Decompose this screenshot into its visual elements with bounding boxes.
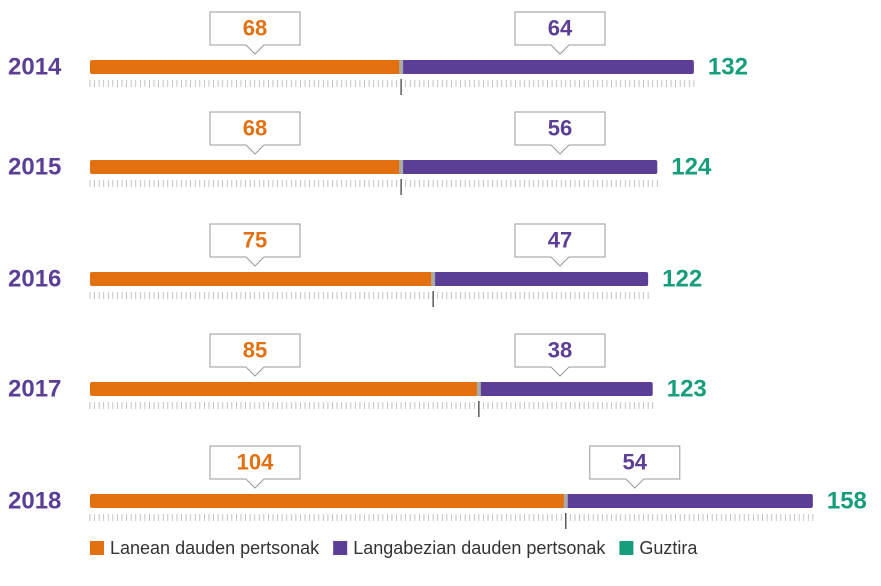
legend-label: Lanean dauden pertsonak <box>110 538 320 558</box>
data-label: 47 <box>548 227 572 252</box>
bar-separator <box>476 382 481 396</box>
bar <box>90 160 402 174</box>
legend-label: Langabezian dauden pertsonak <box>353 538 606 558</box>
bar-separator <box>399 60 404 74</box>
data-label: 56 <box>548 115 572 140</box>
ruler <box>89 180 658 187</box>
legend-swatch <box>90 541 104 555</box>
data-label: 75 <box>243 227 267 252</box>
callout-box <box>209 333 301 377</box>
data-label: 38 <box>548 337 572 362</box>
category-label: 2015 <box>8 153 61 180</box>
ruler <box>89 80 695 87</box>
bar <box>401 160 658 174</box>
callout-box <box>514 223 606 267</box>
callout-box <box>209 445 301 489</box>
bar <box>401 60 694 74</box>
callout-box <box>514 11 606 55</box>
total-label: 158 <box>827 487 867 514</box>
total-label: 123 <box>667 375 707 402</box>
callout-box <box>209 223 301 267</box>
legend-swatch <box>619 541 634 555</box>
data-label: 68 <box>243 115 267 140</box>
bar-separator <box>431 272 436 286</box>
callout-box <box>209 11 301 55</box>
bar-separator <box>399 160 404 174</box>
bar <box>433 272 649 286</box>
data-label: 54 <box>623 449 648 474</box>
bar <box>565 494 813 508</box>
ruler <box>89 292 649 299</box>
bar <box>90 60 402 74</box>
total-label: 122 <box>662 265 702 292</box>
data-label: 104 <box>237 449 274 474</box>
callout-box <box>589 445 681 489</box>
data-label: 85 <box>243 337 267 362</box>
data-label: 64 <box>548 15 573 40</box>
legend-swatch <box>333 541 348 555</box>
ruler <box>89 514 814 521</box>
bar <box>478 382 653 396</box>
category-label: 2014 <box>8 53 62 80</box>
data-label: 68 <box>243 15 267 40</box>
bar <box>90 494 566 508</box>
callout-box <box>514 333 606 377</box>
ruler <box>89 402 654 409</box>
legend-label: Guztira <box>639 538 698 558</box>
category-label: 2018 <box>8 487 61 514</box>
total-label: 124 <box>671 153 712 180</box>
category-label: 2017 <box>8 375 61 402</box>
category-label: 2016 <box>8 265 61 292</box>
callout-box <box>514 111 606 155</box>
bar <box>90 272 434 286</box>
callout-box <box>209 111 301 155</box>
bar <box>90 382 479 396</box>
total-label: 132 <box>708 53 748 80</box>
bar-separator <box>563 494 568 508</box>
